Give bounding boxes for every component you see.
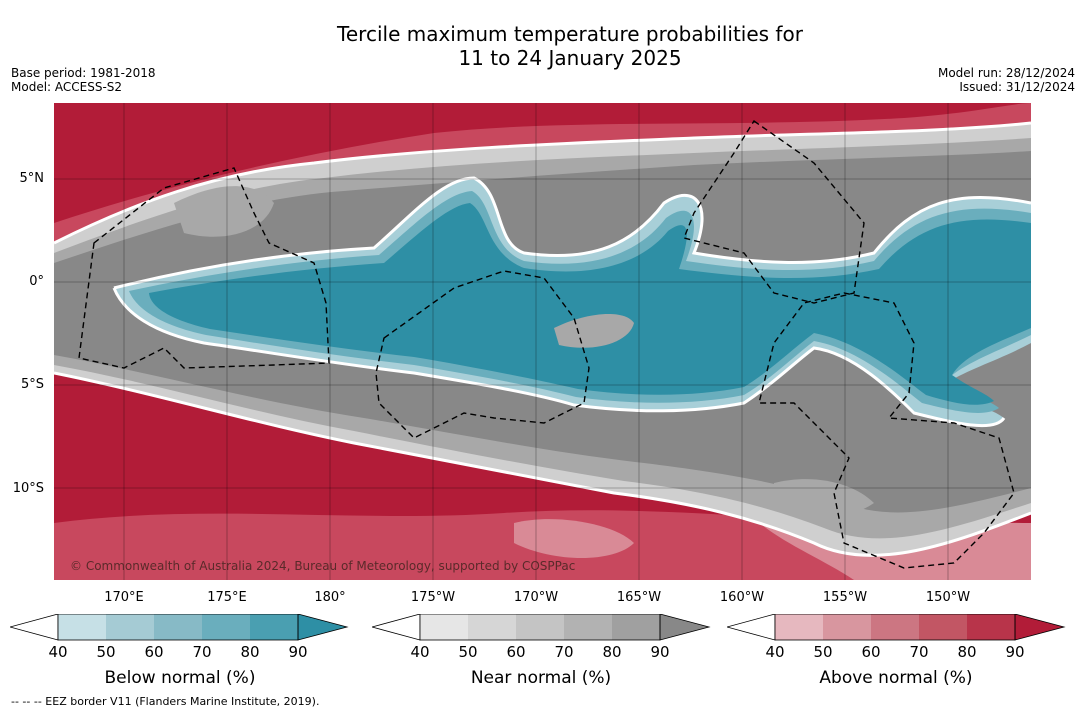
model-name: Model: ACCESS-S2 bbox=[11, 80, 123, 94]
near-light-patch-2 bbox=[774, 479, 874, 518]
lon-label-165w: 165°W bbox=[616, 590, 662, 605]
colorbar-below-tick: 90 bbox=[288, 643, 308, 661]
colorbar-below-seg-0 bbox=[58, 614, 106, 640]
colorbar-near-seg-3 bbox=[564, 614, 612, 640]
lon-label-150w: 150°W bbox=[925, 590, 971, 605]
colorbar-above-seg-0 bbox=[775, 614, 823, 640]
colorbar-near-seg-2 bbox=[516, 614, 564, 640]
colorbar-below-tick: 40 bbox=[48, 643, 68, 661]
title-line-1: Tercile maximum temperature probabilitie… bbox=[337, 22, 803, 46]
lat-label-0: 0° bbox=[29, 274, 44, 289]
colorbar-near-seg-4 bbox=[612, 614, 660, 640]
colorbar-below-under bbox=[10, 614, 59, 641]
colorbar-above-seg-1 bbox=[823, 614, 871, 640]
eez-tokelau bbox=[758, 292, 1015, 569]
colorbar-above bbox=[727, 614, 1066, 641]
eez-tuvalu bbox=[375, 270, 590, 439]
colorbar-below-seg-2 bbox=[154, 614, 202, 640]
colorbar-near-tick: 50 bbox=[458, 643, 478, 661]
colorbar-near-under bbox=[372, 614, 421, 641]
lon-label-170e: 170°E bbox=[104, 590, 144, 605]
model-run: Model run: 28/12/2024 bbox=[937, 66, 1075, 80]
near-light-patch-1 bbox=[174, 186, 274, 237]
colorbar-below-tick: 70 bbox=[192, 643, 212, 661]
colorbar-below-tick: 60 bbox=[144, 643, 164, 661]
colorbar-near-tick: 60 bbox=[506, 643, 526, 661]
lat-label-5n: 5°N bbox=[19, 171, 45, 186]
above-light-patch bbox=[514, 519, 634, 558]
eez-phoenix bbox=[683, 120, 865, 304]
title-line-2: 11 to 24 January 2025 bbox=[458, 46, 682, 70]
lat-label-10s: 10°S bbox=[12, 481, 44, 496]
probability-map bbox=[54, 103, 1031, 580]
colorbar-below-label: Below normal (%) bbox=[104, 668, 256, 688]
colorbar-below-seg-4 bbox=[250, 614, 298, 640]
lon-label-170w: 170°W bbox=[513, 590, 559, 605]
above-boundary-north bbox=[54, 121, 1031, 245]
lon-label-175w: 175°W bbox=[410, 590, 456, 605]
colorbar-near-tick: 40 bbox=[410, 643, 430, 661]
colorbar-below-seg-1 bbox=[106, 614, 154, 640]
issued-date: Issued: 31/12/2024 bbox=[959, 80, 1075, 94]
colorbar-above-tick: 50 bbox=[813, 643, 833, 661]
lon-label-155w: 155°W bbox=[822, 590, 868, 605]
colorbar-above-label: Above normal (%) bbox=[819, 668, 973, 688]
colorbar-near-label: Near normal (%) bbox=[470, 668, 612, 688]
eez-footnote: -- -- -- EEZ border V11 (Flanders Marine… bbox=[11, 695, 320, 708]
lon-label-175e: 175°E bbox=[207, 590, 247, 605]
colorbar-above-tick: 40 bbox=[765, 643, 785, 661]
below-boundary-south bbox=[112, 287, 1006, 428]
colorbar-below-over bbox=[297, 614, 349, 641]
colorbar-near-seg-0 bbox=[420, 614, 468, 640]
eez-borders bbox=[78, 120, 1015, 569]
colorbar-above-seg-3 bbox=[919, 614, 967, 640]
near-island bbox=[554, 313, 634, 348]
colorbar-below-seg-3 bbox=[202, 614, 250, 640]
colorbar-below bbox=[10, 614, 349, 641]
colorbar-above-over bbox=[1014, 614, 1066, 641]
colorbar-near bbox=[372, 614, 711, 641]
base-period: Base period: 1981-2018 bbox=[11, 66, 156, 80]
colorbar-above-tick: 60 bbox=[861, 643, 881, 661]
colorbar-near-over bbox=[659, 614, 711, 641]
colorbar-near-tick: 90 bbox=[650, 643, 670, 661]
colorbar-above-seg-2 bbox=[871, 614, 919, 640]
map-canvas bbox=[54, 103, 1031, 580]
copyright-notice: © Commonwealth of Australia 2024, Bureau… bbox=[70, 559, 576, 573]
meta-right: Model run: 28/12/2024 Issued: 31/12/2024 bbox=[938, 66, 1075, 94]
colorbar-above-tick: 90 bbox=[1005, 643, 1025, 661]
colorbar-above-seg-4 bbox=[967, 614, 1015, 640]
below-strong-band bbox=[149, 203, 1031, 405]
graticule bbox=[54, 103, 1031, 580]
colorbar-below-tick: 80 bbox=[240, 643, 260, 661]
colorbar-near-seg-1 bbox=[468, 614, 516, 640]
eez-kiribati-gilbert bbox=[78, 167, 330, 369]
colorbar-near-tick: 70 bbox=[554, 643, 574, 661]
colorbar-above-tick: 70 bbox=[909, 643, 929, 661]
lat-label-5s: 5°S bbox=[20, 377, 44, 392]
below-boundary bbox=[113, 176, 1031, 290]
colorbar-above-tick: 80 bbox=[957, 643, 977, 661]
meta-left: Base period: 1981-2018 Model: ACCESS-S2 bbox=[11, 66, 156, 94]
colorbar-near-tick: 80 bbox=[602, 643, 622, 661]
above-boundary-south bbox=[54, 371, 1031, 557]
lon-label-160w: 160°W bbox=[719, 590, 765, 605]
colorbar-below-tick: 50 bbox=[96, 643, 116, 661]
colorbar-above-under bbox=[727, 614, 776, 641]
lon-label-180: 180° bbox=[314, 590, 346, 605]
map-title: Tercile maximum temperature probabilitie… bbox=[0, 22, 1085, 70]
